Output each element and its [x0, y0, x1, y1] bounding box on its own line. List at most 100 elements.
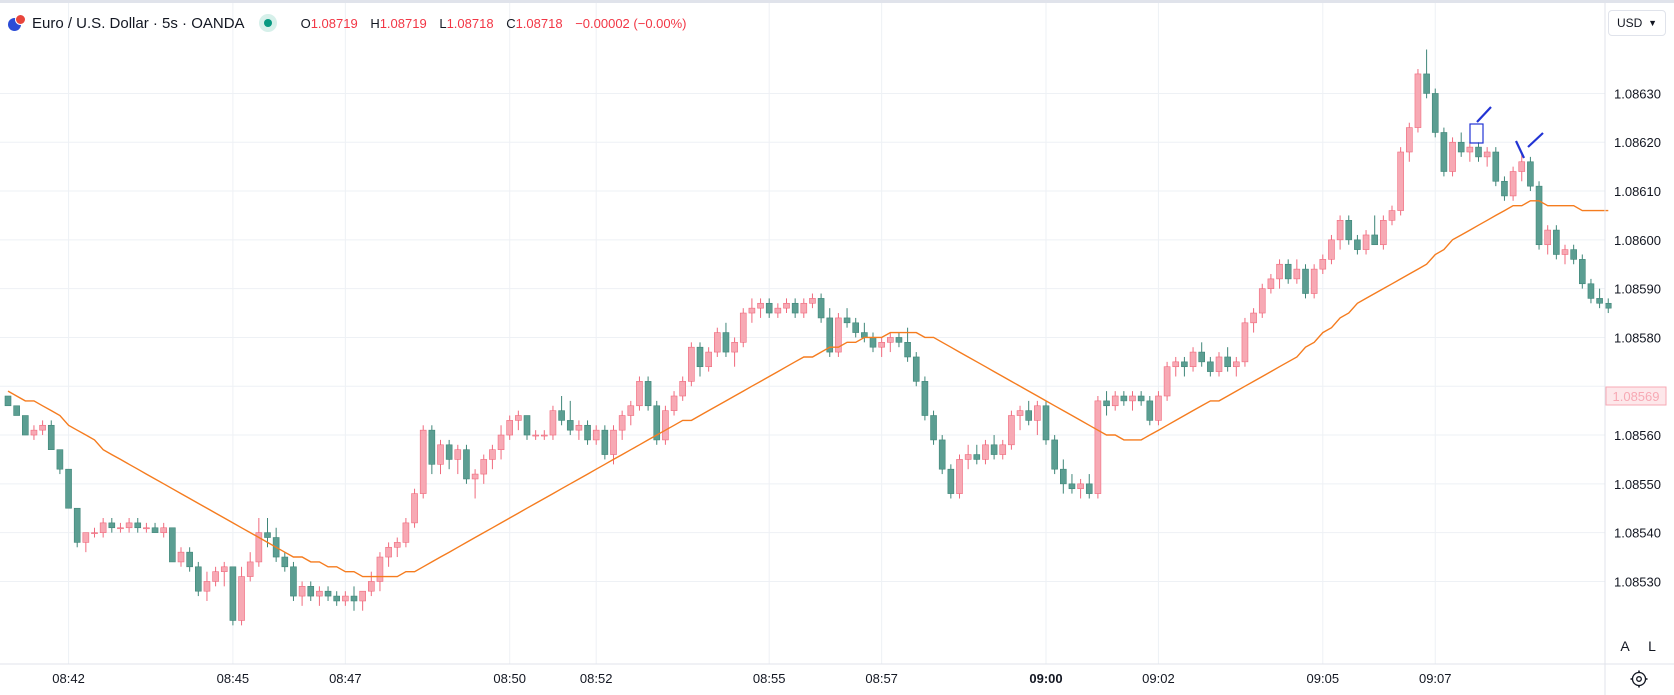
- candle-body: [298, 586, 306, 597]
- candle-body: [748, 307, 756, 314]
- candle: [1060, 459, 1067, 494]
- candle-body: [982, 444, 989, 460]
- candle: [809, 293, 816, 309]
- candle-body: [731, 342, 738, 353]
- candle-body: [143, 527, 150, 530]
- candle-body: [350, 595, 358, 602]
- candle: [1207, 356, 1214, 377]
- log-scale-button[interactable]: L: [1648, 638, 1656, 654]
- change-value: −0.00002 (−0.00%): [575, 15, 687, 31]
- candle: [290, 561, 297, 601]
- time-tick-label: 08:57: [865, 671, 898, 686]
- currency-label: USD: [1617, 16, 1643, 30]
- candle: [1224, 347, 1231, 372]
- candle: [428, 425, 436, 475]
- candle: [1328, 234, 1335, 265]
- eur-usd-flags-icon[interactable]: [8, 14, 26, 32]
- candle-body: [324, 590, 332, 597]
- candle-body: [1345, 220, 1353, 241]
- candle-body: [393, 542, 401, 548]
- market-open-dot[interactable]: [258, 14, 277, 32]
- candle: [990, 435, 998, 460]
- candle-body: [47, 424, 55, 450]
- candle-body: [342, 595, 349, 602]
- price-tick-label: 1.08590: [1614, 282, 1661, 297]
- candle: [964, 444, 972, 470]
- price-tick-label: 1.08550: [1614, 477, 1661, 492]
- candle-body: [964, 454, 972, 460]
- candle-body: [1034, 405, 1041, 421]
- candle-body: [1501, 180, 1508, 197]
- candle: [1034, 400, 1041, 436]
- candle-body: [584, 424, 591, 441]
- currency-button[interactable]: USD ▼: [1608, 10, 1666, 36]
- candle-body: [169, 527, 176, 563]
- candle: [497, 425, 505, 460]
- candle-body: [904, 342, 911, 358]
- candle: [1553, 225, 1560, 260]
- candle: [1068, 474, 1076, 494]
- candle-body: [1518, 161, 1526, 172]
- candle-body: [1604, 302, 1612, 309]
- low-label: L: [439, 15, 447, 31]
- candle-body: [1362, 234, 1370, 250]
- candle: [999, 439, 1007, 460]
- candle: [1233, 356, 1240, 377]
- price-tick-label: 1.08600: [1614, 233, 1661, 248]
- candle: [947, 464, 955, 499]
- candle-body: [333, 595, 341, 602]
- candle: [1137, 391, 1145, 406]
- auto-scale-button[interactable]: A: [1620, 638, 1630, 654]
- candle: [1596, 288, 1603, 309]
- candle-body: [437, 444, 444, 465]
- candle: [1380, 215, 1387, 250]
- candle-body: [1025, 410, 1032, 421]
- candle: [125, 518, 133, 533]
- candle-body: [1276, 263, 1283, 280]
- candle-body: [1587, 283, 1595, 299]
- candle: [765, 298, 773, 318]
- candle: [618, 410, 626, 440]
- candle: [1103, 391, 1110, 416]
- candle-body: [1137, 395, 1145, 402]
- candle-body: [1224, 356, 1231, 368]
- candle: [627, 400, 635, 426]
- candle: [385, 542, 392, 567]
- time-tick-label: 08:45: [217, 671, 250, 686]
- candle-body: [125, 522, 133, 529]
- candle-body: [1129, 395, 1136, 402]
- candle-body: [1414, 73, 1422, 128]
- candle: [1267, 274, 1275, 294]
- candle: [238, 566, 245, 626]
- candle: [1501, 176, 1508, 201]
- symbol-title[interactable]: Euro / U.S. Dollar · 5s · OANDA: [32, 14, 245, 32]
- candle-body: [1328, 239, 1335, 260]
- candle: [463, 444, 470, 484]
- time-tick-label: 09:02: [1142, 671, 1175, 686]
- candle: [912, 352, 920, 387]
- candle: [1198, 342, 1205, 367]
- candle-body: [229, 566, 237, 621]
- candle-body: [1406, 127, 1413, 153]
- candle-body: [21, 415, 29, 436]
- drawing-annotations: [1469, 106, 1544, 159]
- gear-icon[interactable]: [1629, 669, 1649, 689]
- candle-body: [947, 468, 955, 494]
- candle: [1258, 283, 1266, 318]
- candle: [1604, 298, 1612, 314]
- candle-body: [151, 527, 159, 533]
- candle-body: [1423, 73, 1430, 94]
- candle-body: [1189, 351, 1197, 368]
- high-label: H: [370, 15, 380, 31]
- candle-body: [30, 429, 38, 436]
- candle-body: [1250, 312, 1257, 324]
- candle: [203, 571, 211, 601]
- candle: [956, 454, 963, 499]
- candle: [1250, 308, 1257, 333]
- candle-body: [1535, 185, 1543, 246]
- chevron-down-icon: ▼: [1648, 18, 1657, 28]
- candle: [117, 522, 124, 533]
- annotation-box: [1469, 123, 1484, 144]
- candle: [1181, 356, 1188, 377]
